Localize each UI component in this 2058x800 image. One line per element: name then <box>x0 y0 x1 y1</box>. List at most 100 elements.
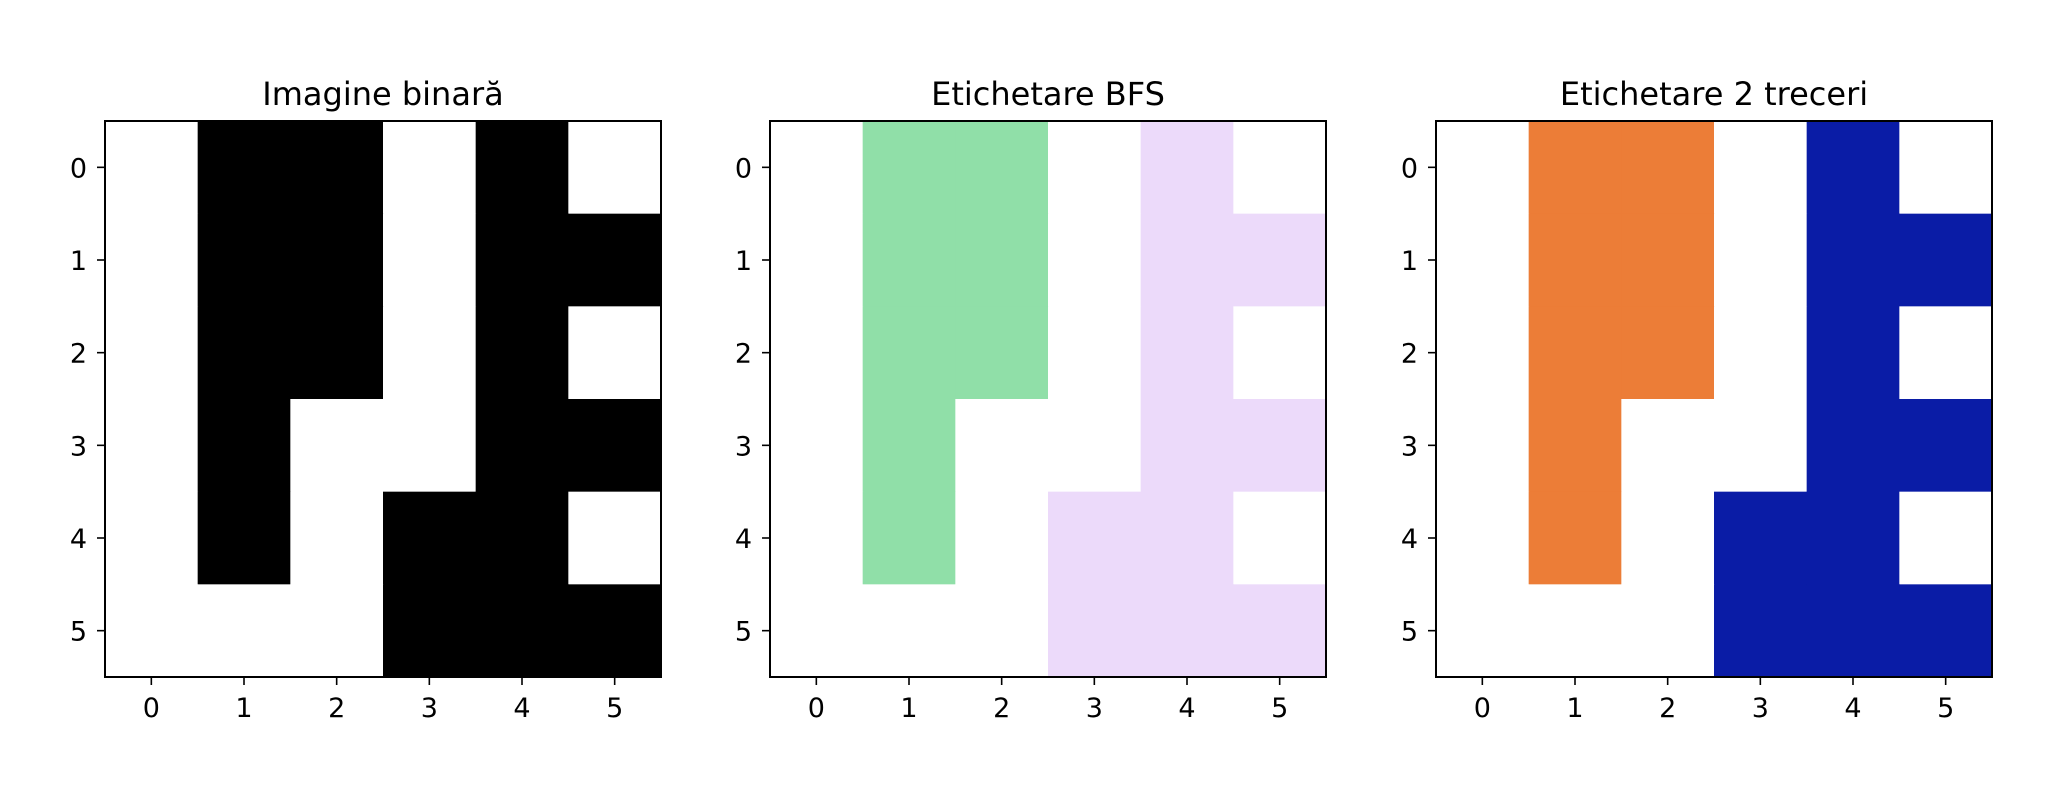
heatmap-cell <box>1140 213 1234 307</box>
y-tick-label: 4 <box>735 524 752 555</box>
heatmap-cell <box>1233 213 1327 307</box>
y-tick-label: 0 <box>70 153 87 184</box>
heatmap-cell <box>1140 491 1234 585</box>
heatmap-cell <box>1714 306 1808 400</box>
heatmap-cell <box>105 213 199 307</box>
heatmap-cell <box>1806 491 1900 585</box>
heatmap-cell <box>770 491 864 585</box>
x-tick-label: 4 <box>1844 693 1861 724</box>
y-tick-label: 3 <box>1401 431 1418 462</box>
heatmap-cell <box>475 306 569 400</box>
heatmap-cell <box>1233 491 1327 585</box>
heatmap-cell <box>1436 121 1530 215</box>
y-tick-label: 3 <box>70 431 87 462</box>
y-tick-label: 3 <box>735 431 752 462</box>
heatmap-cell <box>475 491 569 585</box>
heatmap-cell <box>770 121 864 215</box>
panel-title: Imagine binară <box>262 75 503 113</box>
heatmap-cell <box>770 306 864 400</box>
x-tick-label: 0 <box>808 693 825 724</box>
x-tick-label: 2 <box>993 693 1010 724</box>
heatmap-cell <box>383 491 477 585</box>
heatmap-cell <box>1621 121 1715 215</box>
heatmap-cell <box>1233 399 1327 493</box>
x-tick-label: 2 <box>328 693 345 724</box>
heatmap-cell <box>1528 213 1622 307</box>
heatmap-cell <box>1714 399 1808 493</box>
heatmap-cell <box>475 399 569 493</box>
x-tick-label: 5 <box>606 693 623 724</box>
heatmap-cell <box>1528 491 1622 585</box>
heatmap-cell <box>1621 306 1715 400</box>
y-tick-label: 0 <box>735 153 752 184</box>
y-tick-label: 1 <box>70 246 87 277</box>
heatmap-cell <box>862 399 956 493</box>
heatmap-cell <box>1714 491 1808 585</box>
heatmap-cell <box>1806 306 1900 400</box>
heatmap-cell <box>568 121 662 215</box>
x-tick-label: 4 <box>1178 693 1195 724</box>
heatmap-cell <box>290 399 384 493</box>
heatmap-cell <box>1621 213 1715 307</box>
x-tick-label: 1 <box>900 693 917 724</box>
heatmap-cell <box>290 121 384 215</box>
heatmap-cell <box>1436 491 1530 585</box>
panel-title: Etichetare 2 treceri <box>1560 75 1868 113</box>
heatmap-cell <box>1714 584 1808 678</box>
heatmap-cell <box>290 491 384 585</box>
panel-title: Etichetare BFS <box>931 75 1165 113</box>
heatmap-cell <box>1140 306 1234 400</box>
y-tick-label: 2 <box>70 339 87 370</box>
y-tick-label: 4 <box>70 524 87 555</box>
x-tick-label: 2 <box>1659 693 1676 724</box>
heatmap-cell <box>568 399 662 493</box>
heatmap-cell <box>568 584 662 678</box>
heatmap-cell <box>1140 399 1234 493</box>
heatmap-cell <box>955 491 1049 585</box>
heatmap-cell <box>197 491 291 585</box>
heatmap-cell <box>568 213 662 307</box>
x-tick-label: 3 <box>421 693 438 724</box>
heatmap-cell <box>955 399 1049 493</box>
heatmap-cell <box>770 213 864 307</box>
heatmap-cell <box>955 213 1049 307</box>
heatmap-cell <box>197 213 291 307</box>
heatmap-cell <box>1621 584 1715 678</box>
axes-frame <box>104 120 662 678</box>
heatmap-cell <box>1806 213 1900 307</box>
heatmap-cell <box>862 491 956 585</box>
panel-bfs-labeling: Etichetare BFS 0 1 2 3 4 5 0 1 2 3 4 5 <box>735 75 1327 724</box>
x-tick-label: 5 <box>1271 693 1288 724</box>
heatmap-cell <box>862 213 956 307</box>
heatmap-cell <box>1048 306 1142 400</box>
heatmap-cell <box>1528 584 1622 678</box>
heatmap-cell <box>862 584 956 678</box>
heatmap-cell <box>290 584 384 678</box>
heatmap-cell <box>1140 121 1234 215</box>
x-tick-label: 3 <box>1086 693 1103 724</box>
heatmap-cell <box>1436 306 1530 400</box>
x-tick-label: 5 <box>1937 693 1954 724</box>
heatmap-cell <box>1048 491 1142 585</box>
panel-binary-image: Imagine binară 0 1 2 3 4 5 0 1 2 3 4 5 <box>70 75 662 724</box>
heatmap-cell <box>770 399 864 493</box>
heatmap-cell <box>475 584 569 678</box>
heatmap-cell <box>1806 399 1900 493</box>
panel-two-pass-labeling: Etichetare 2 treceri 0 1 2 3 4 5 0 1 2 3 4 5 <box>1401 75 1993 724</box>
heatmap-cell <box>1436 213 1530 307</box>
heatmap-cell <box>105 121 199 215</box>
heatmap-cell <box>1436 399 1530 493</box>
heatmap-cell <box>1806 584 1900 678</box>
heatmap-cell <box>105 306 199 400</box>
heatmap-cell <box>1899 399 1993 493</box>
heatmap-cell <box>862 306 956 400</box>
heatmap-cell <box>197 584 291 678</box>
y-tick-label: 2 <box>1401 339 1418 370</box>
heatmap-cell <box>955 121 1049 215</box>
heatmap-cell <box>1528 306 1622 400</box>
heatmap-cell <box>1621 491 1715 585</box>
heatmap-cell <box>105 584 199 678</box>
heatmap-cell <box>1899 213 1993 307</box>
axes-frame <box>769 120 1327 678</box>
